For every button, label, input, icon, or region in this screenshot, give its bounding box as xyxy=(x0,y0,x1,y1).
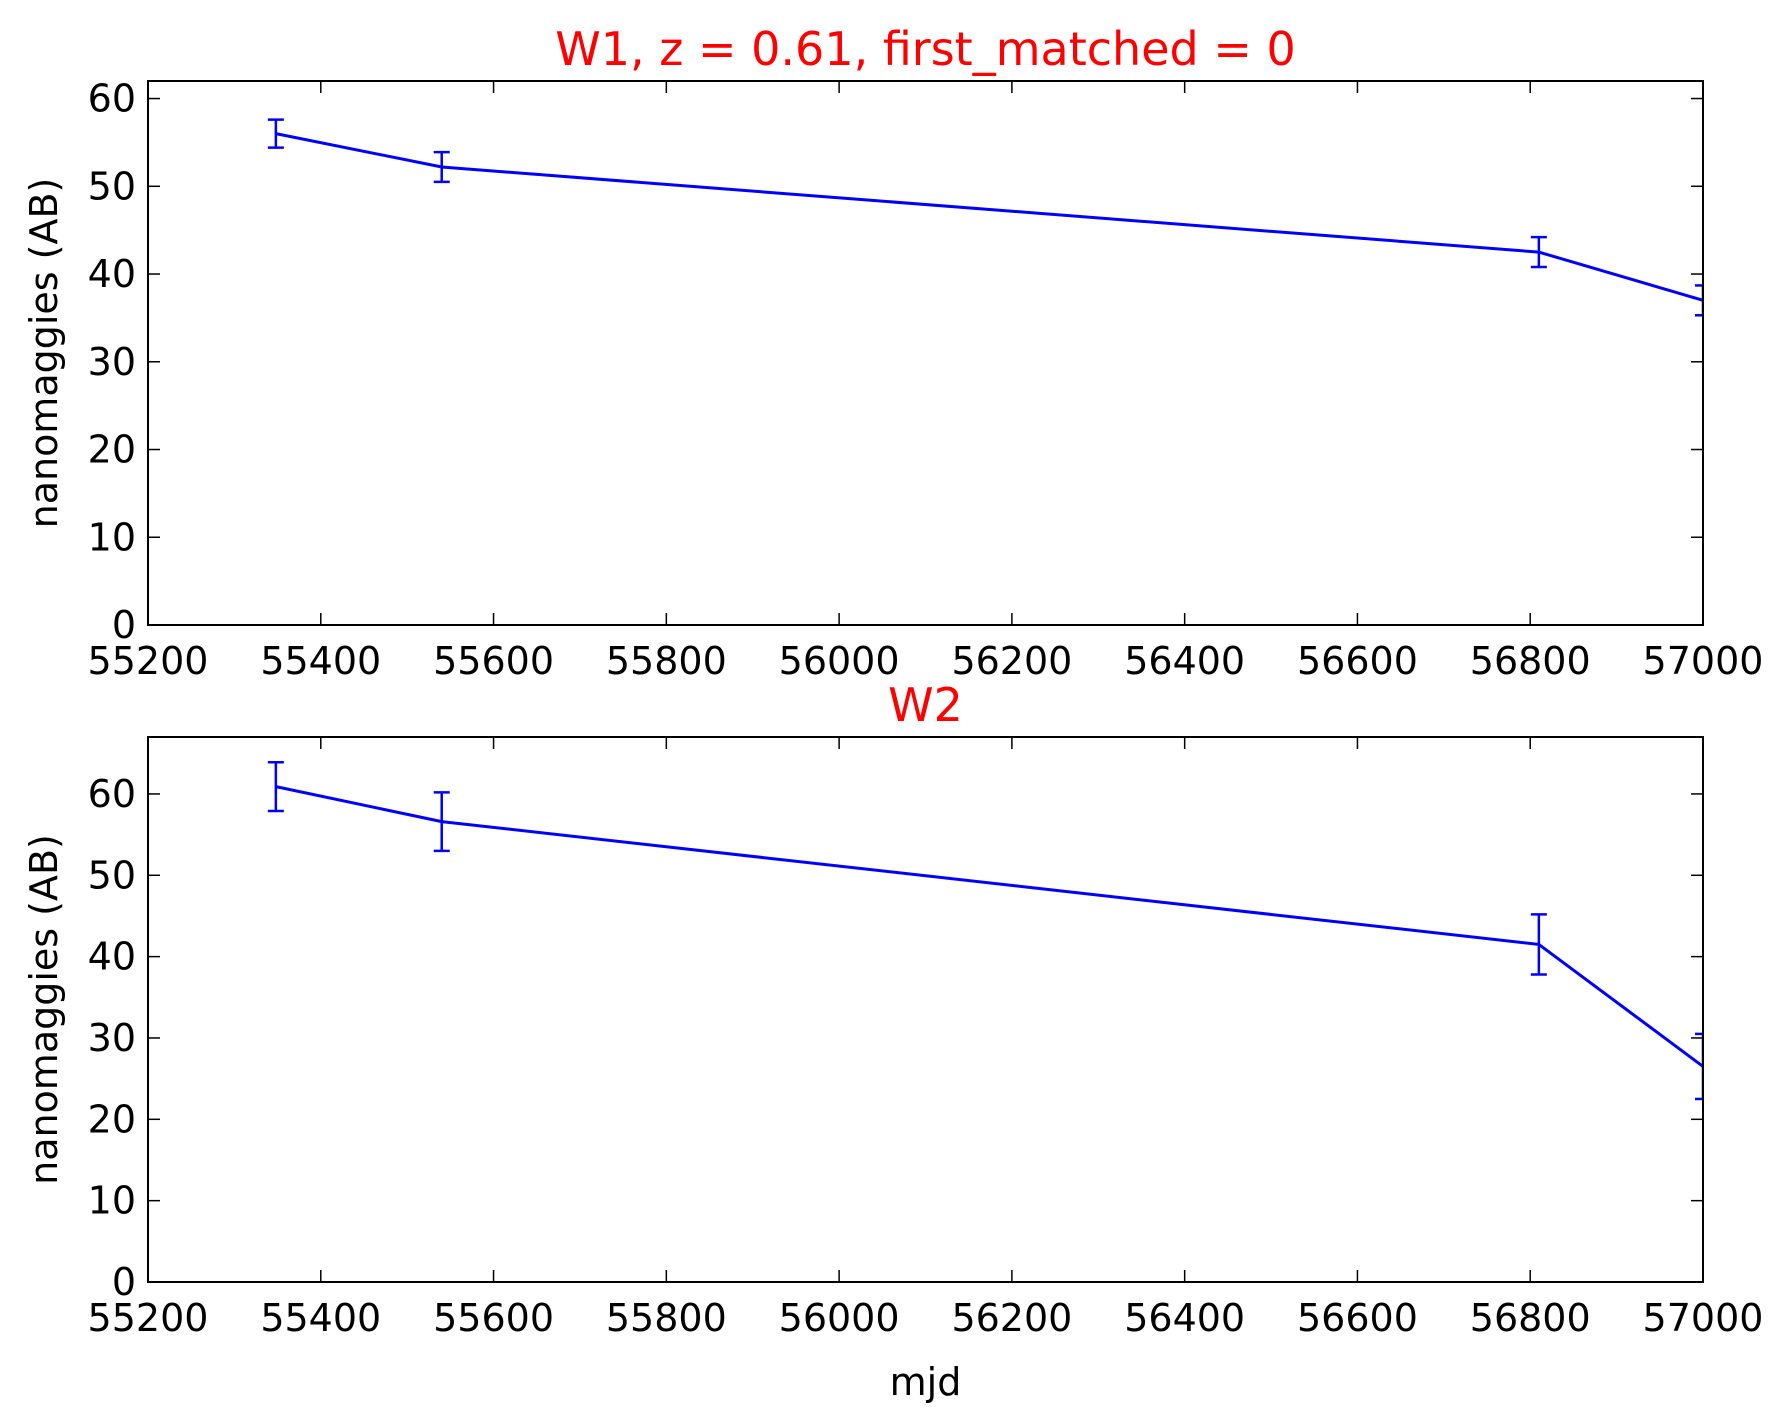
y-tick-label: 10 xyxy=(88,1179,136,1223)
y-axis-label: nanomaggies (AB) xyxy=(22,178,66,529)
x-tick-label: 56800 xyxy=(1470,1296,1591,1340)
y-axis-label: nanomaggies (AB) xyxy=(22,834,66,1185)
y-tick-label: 30 xyxy=(88,340,136,384)
y-tick-label: 0 xyxy=(112,603,136,647)
y-tick-label: 60 xyxy=(88,77,136,121)
y-tick-label: 50 xyxy=(88,853,136,897)
x-tick-label: 56200 xyxy=(951,1296,1072,1340)
plot-frame xyxy=(147,736,1704,1283)
x-tick-label: 55800 xyxy=(606,639,727,683)
y-tick-label: 40 xyxy=(88,252,136,296)
x-tick-label: 55800 xyxy=(606,1296,727,1340)
series-1 xyxy=(267,118,1703,317)
x-tick-label: 56800 xyxy=(1470,639,1591,683)
y-tick-label: 40 xyxy=(88,935,136,979)
x-tick-label: 57000 xyxy=(1643,1296,1764,1340)
error-bar xyxy=(1695,284,1703,317)
error-bar xyxy=(267,118,284,149)
y-tick-label: 0 xyxy=(112,1260,136,1304)
x-tick-label: 56400 xyxy=(1124,1296,1245,1340)
subplot-2: W2 55200 55400 55600 55800 56000 56200 56400 566… xyxy=(22,678,1763,1404)
plot-frame xyxy=(147,80,1704,626)
x-tick-label: 55600 xyxy=(433,639,554,683)
x-tick-label: 55200 xyxy=(88,639,209,683)
chart-title: W2 xyxy=(888,678,963,732)
chart-title: W1, z = 0.61, first_matched = 0 xyxy=(555,22,1296,76)
series-line xyxy=(275,132,1703,302)
x-tick-label: 56000 xyxy=(779,639,900,683)
x-axis-label: mjd xyxy=(890,1360,962,1404)
x-tick-label: 56200 xyxy=(951,639,1072,683)
x-tick-label: 55600 xyxy=(433,1296,554,1340)
error-bar xyxy=(267,760,284,813)
y-tick-label: 30 xyxy=(88,1016,136,1060)
error-bar xyxy=(1530,913,1547,976)
error-bar xyxy=(433,791,450,853)
error-bar xyxy=(1695,1032,1703,1101)
error-bar xyxy=(1530,235,1547,269)
x-tick-label: 57000 xyxy=(1643,639,1764,683)
y-tick-label: 20 xyxy=(88,428,136,472)
x-tick-label: 56000 xyxy=(779,1296,900,1340)
series-1 xyxy=(267,760,1703,1101)
series-line xyxy=(275,785,1703,1068)
x-tick-label: 55400 xyxy=(260,639,381,683)
x-tick-label: 56600 xyxy=(1297,1296,1418,1340)
y-tick-label: 60 xyxy=(88,772,136,816)
y-tick-label: 20 xyxy=(88,1097,136,1141)
x-tick-label: 56600 xyxy=(1297,639,1418,683)
x-tick-label: 55200 xyxy=(88,1296,209,1340)
x-tick-label: 56400 xyxy=(1124,639,1245,683)
x-tick-label: 55400 xyxy=(260,1296,381,1340)
y-tick-label: 10 xyxy=(88,515,136,559)
error-bar xyxy=(433,150,450,184)
y-tick-label: 50 xyxy=(88,164,136,208)
subplot-1: W1, z = 0.61, first_matched = 0 55200 5540… xyxy=(22,22,1763,683)
